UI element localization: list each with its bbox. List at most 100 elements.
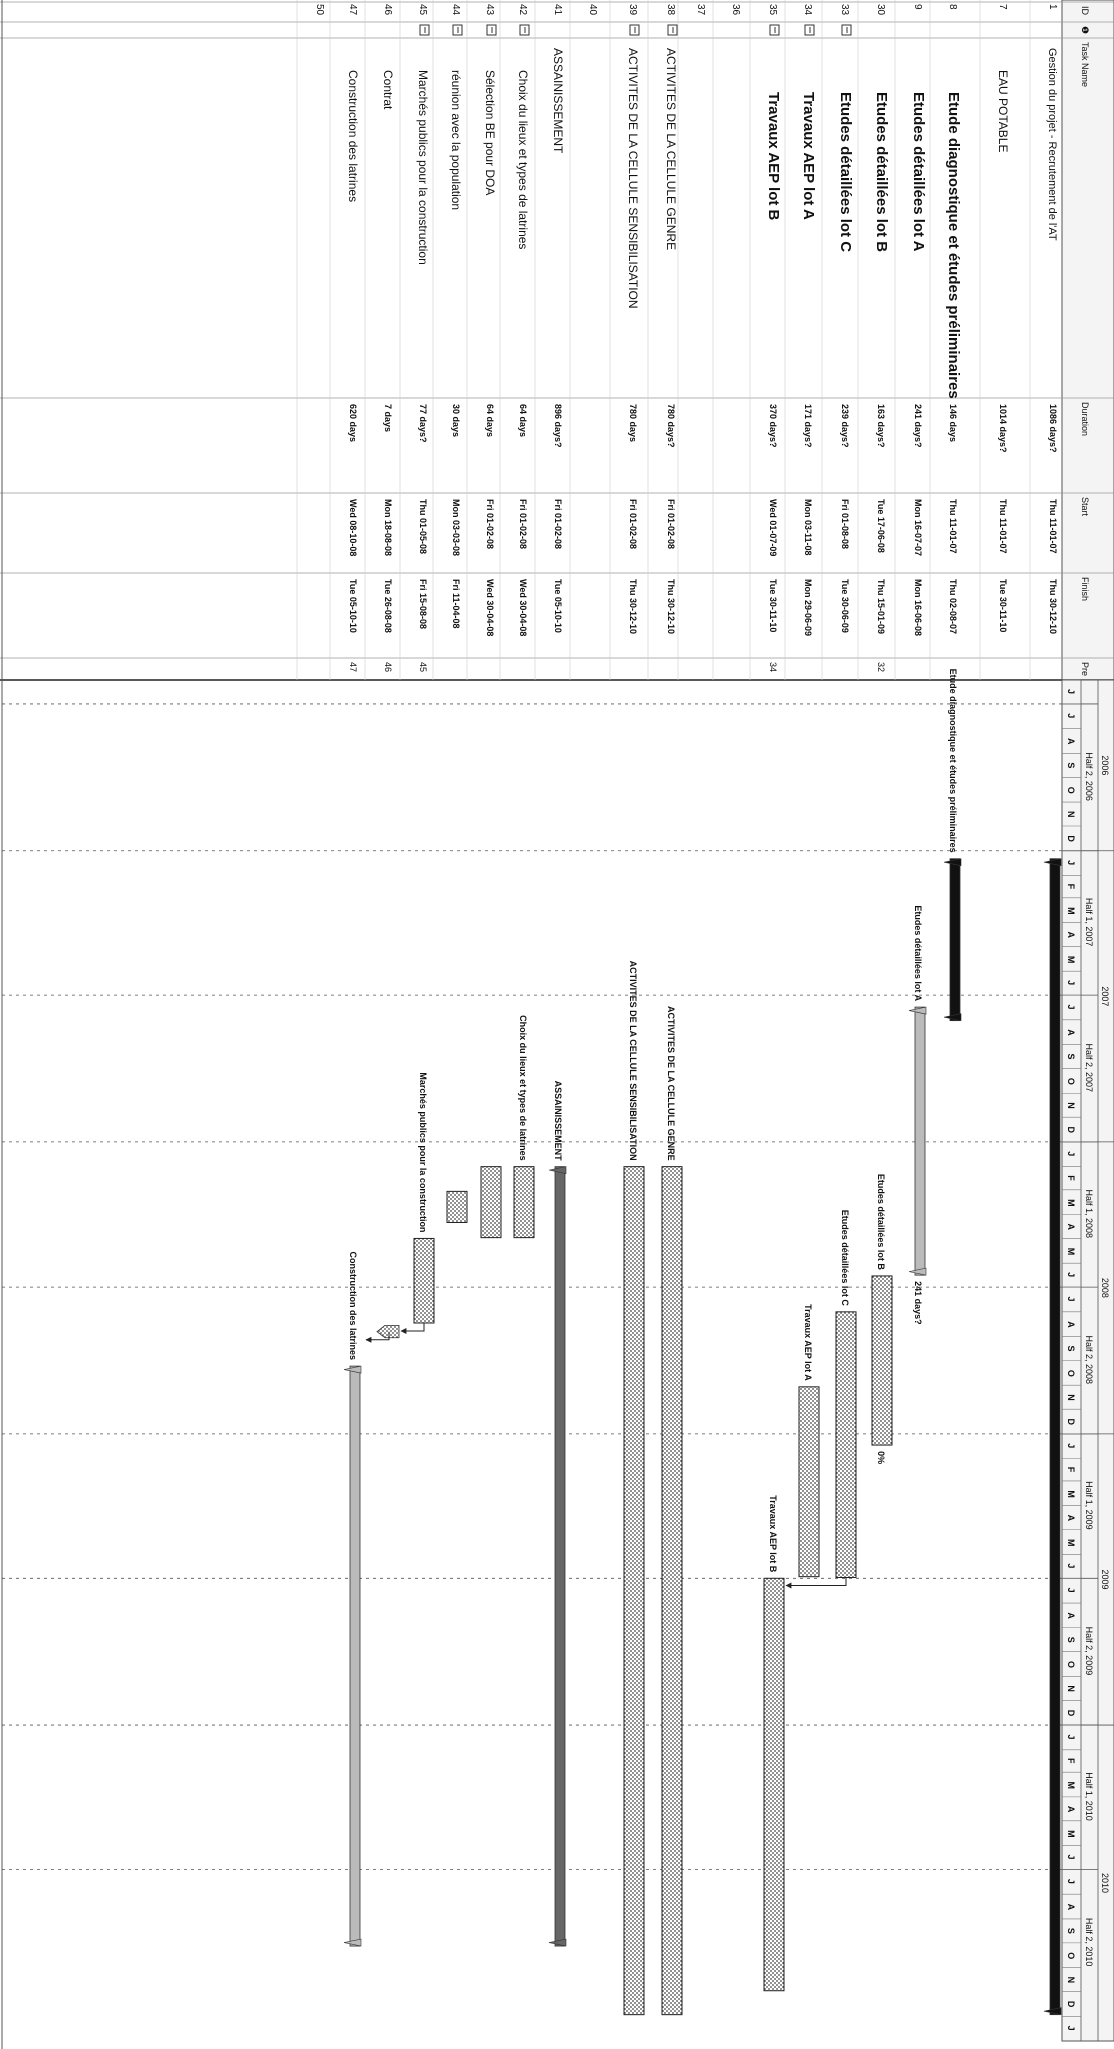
task-start: Fri 01-02-08 — [518, 499, 528, 549]
gantt-bar-41[interactable]: ASSAINISSEMENT — [548, 1081, 567, 1947]
task-predecessor: 45 — [418, 662, 428, 672]
task-bar[interactable] — [763, 1577, 785, 1992]
month-label: F — [1066, 1175, 1076, 1181]
task-start: Fri 01-08-08 — [840, 499, 850, 549]
table-row[interactable]: 7 EAU POTABLE 1014 days? Thu 11-01-07 Tue 30… — [979, 0, 1010, 680]
task-start: Tue 17-06-08 — [876, 499, 886, 553]
summary-cap-end — [908, 1267, 927, 1276]
task-id: 7 — [997, 4, 1008, 10]
summary-bar[interactable] — [554, 1166, 566, 1947]
task-duration: 171 days? — [803, 404, 813, 448]
table-row[interactable]: 36 — [712, 0, 741, 680]
gantt-bar-8[interactable]: Etude diagnostique et études préliminair… — [943, 669, 962, 1022]
task-name: EAU POTABLE — [996, 70, 1010, 152]
task-finish: Tue 05-10-10 — [553, 579, 563, 633]
gantt-bar-39[interactable]: ACTIVITES DE LA CELLULE SENSIBILISATION — [623, 961, 645, 2016]
table-row[interactable]: 42 Choix du lieux et types de latrines 64 … — [499, 0, 530, 680]
gantt-bar-42[interactable]: Choix du lieux et types de latrines — [513, 1015, 535, 1239]
task-name: Etudes détaillées lot B — [873, 92, 890, 252]
task-id: 40 — [587, 4, 598, 16]
month-label: J — [1066, 1296, 1076, 1301]
half-label: Half 1, 2009 — [1084, 1481, 1094, 1530]
task-bar[interactable] — [513, 1166, 535, 1239]
table-row[interactable]: 35 Travaux AEP lot B 370 days? Wed 01-07-09… — [749, 0, 782, 680]
table-row[interactable]: 41 ASSAINISSEMENT 896 days? Fri 01-02-08 Tue… — [534, 0, 565, 680]
table-row[interactable]: 34 Travaux AEP lot A 171 days? Mon 03-11-08… — [784, 0, 817, 680]
table-row[interactable]: 43 Sélection BE pour DOA 64 days Fri 01-02-… — [466, 0, 497, 680]
bar-label: ACTIVITES DE LA CELLULE SENSIBILISATION — [628, 961, 638, 1161]
table-row[interactable]: 33 Etudes détaillées lot C 239 days? Fri 01… — [821, 0, 854, 680]
calendar-icon — [667, 24, 678, 36]
summary-bar[interactable] — [349, 1365, 361, 1947]
task-start: Fri 01-02-08 — [666, 499, 676, 549]
gantt-bar-35[interactable]: Travaux AEP lot B — [763, 1495, 785, 1992]
gantt-bar-47[interactable]: Construction des latrines — [343, 1252, 362, 1947]
month-label: D — [1066, 1710, 1076, 1717]
summary-bar[interactable] — [949, 858, 961, 1022]
summary-cap-end — [548, 1938, 567, 1947]
gantt-bar-46[interactable] — [376, 1325, 400, 1339]
gantt-bar-30[interactable]: Etudes détaillées lot B 0% — [871, 1174, 893, 1464]
gantt-bar-34[interactable]: Travaux AEP lot A — [798, 1304, 820, 1578]
task-start: Mon 18-08-08 — [383, 499, 393, 556]
bar-note: 0% — [876, 1451, 886, 1464]
gantt-bar-9[interactable]: Etudes détaillées lot A 241 days? — [908, 905, 927, 1325]
month-label: N — [1066, 1102, 1076, 1109]
table-row[interactable]: 1 Gestion du projet - Recrutement de l'AT… — [1029, 0, 1058, 680]
task-duration: 241 days? — [913, 404, 923, 448]
table-row[interactable]: 40 — [569, 0, 598, 680]
task-duration: 7 days — [383, 404, 393, 432]
task-bar[interactable] — [446, 1190, 468, 1223]
table-row[interactable]: 8 Etude diagnostique et études préliminai… — [929, 0, 962, 680]
gantt-bar-38[interactable]: ACTIVITES DE LA CELLULE GENRE — [661, 1006, 683, 2016]
month-label: N — [1066, 1977, 1076, 1984]
bar-note: 241 days? — [913, 1281, 923, 1325]
month-label: D — [1066, 1419, 1076, 1426]
table-row[interactable]: 9 Etudes détaillées lot A 241 days? Mon 16-… — [894, 0, 927, 680]
task-predecessor: 46 — [383, 662, 393, 672]
column-header-id: ID — [1080, 6, 1090, 16]
task-id: 33 — [839, 4, 850, 16]
table-row[interactable]: 44 réunion avec la population 30 days Mon 0… — [432, 0, 463, 680]
month-label: J — [1066, 713, 1076, 718]
month-label: F — [1066, 884, 1076, 890]
table-row[interactable]: 38 ACTIVITES DE LA CELLULE GENRE 780 days?… — [647, 0, 678, 680]
month-label: J — [1066, 1879, 1076, 1884]
table-row[interactable]: 45 Marchés publics pour la construction 77… — [399, 0, 430, 680]
table-row[interactable]: 37 — [677, 0, 706, 680]
month-label: N — [1066, 1685, 1076, 1692]
gantt-bar-44[interactable] — [446, 1190, 468, 1223]
table-row[interactable]: 46 Contrat 7 days Mon 18-08-08 Tue 26-08-08 4… — [364, 0, 395, 680]
dependency-link — [365, 1331, 390, 1343]
gantt-bar-43[interactable] — [480, 1166, 502, 1239]
task-bar[interactable] — [413, 1237, 435, 1324]
task-duration: 1086 days? — [1048, 404, 1058, 453]
month-label: O — [1066, 1952, 1076, 1959]
table-row[interactable]: 50 — [296, 0, 325, 680]
month-label: A — [1066, 1321, 1076, 1328]
task-name: Marchés publics pour la construction — [416, 70, 430, 265]
task-start: Wed 01-07-09 — [768, 499, 778, 556]
table-row[interactable]: 39 ACTIVITES DE LA CELLULE SENSIBILISATIO… — [609, 0, 640, 680]
summary-bar[interactable] — [1049, 858, 1061, 2016]
task-predecessor: 34 — [768, 662, 778, 672]
table-row[interactable]: 47 Construction des latrines 620 days Wed 0… — [329, 0, 360, 680]
gantt-bar-1[interactable] — [1043, 858, 1062, 2016]
task-bar[interactable] — [661, 1166, 683, 2016]
summary-bar[interactable] — [914, 1006, 926, 1276]
task-bar[interactable] — [623, 1166, 645, 2016]
column-header-info: ❶ — [1080, 26, 1090, 34]
task-bar[interactable] — [480, 1166, 502, 1239]
task-finish: Thu 30-12-10 — [666, 579, 676, 634]
milestone-marker[interactable] — [376, 1325, 400, 1339]
task-bar[interactable] — [798, 1386, 820, 1578]
month-label: M — [1066, 956, 1076, 964]
month-label: N — [1066, 1394, 1076, 1401]
task-bar[interactable] — [835, 1311, 857, 1578]
half-label: Half 2, 2008 — [1084, 1336, 1094, 1385]
table-row[interactable]: 30 Etudes détaillées lot B 163 days? Tue 17… — [857, 0, 890, 680]
task-bar[interactable] — [871, 1275, 893, 1446]
month-label: J — [1066, 1563, 1076, 1568]
bar-label: ACTIVITES DE LA CELLULE GENRE — [666, 1006, 676, 1161]
